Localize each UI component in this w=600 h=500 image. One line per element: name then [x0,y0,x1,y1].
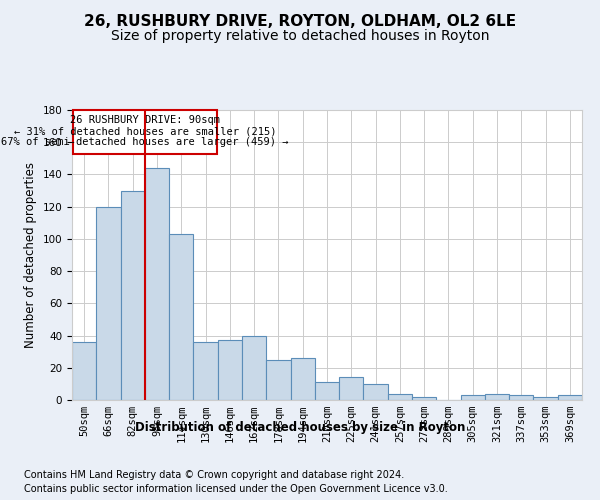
Bar [558,395,582,400]
Bar [266,360,290,400]
Bar [218,340,242,400]
Bar [461,395,485,400]
Bar [364,384,388,400]
Bar [290,358,315,400]
Bar [169,234,193,400]
Bar [339,378,364,400]
Text: 26 RUSHBURY DRIVE: 90sqm: 26 RUSHBURY DRIVE: 90sqm [70,115,220,125]
Bar [388,394,412,400]
Text: 26, RUSHBURY DRIVE, ROYTON, OLDHAM, OL2 6LE: 26, RUSHBURY DRIVE, ROYTON, OLDHAM, OL2 … [84,14,516,29]
Bar [72,342,96,400]
Text: Contains public sector information licensed under the Open Government Licence v3: Contains public sector information licen… [24,484,448,494]
Bar [533,397,558,400]
Text: 67% of semi-detached houses are larger (459) →: 67% of semi-detached houses are larger (… [1,138,289,147]
Bar [242,336,266,400]
Bar [509,395,533,400]
FancyBboxPatch shape [73,110,217,154]
Bar [193,342,218,400]
Text: Contains HM Land Registry data © Crown copyright and database right 2024.: Contains HM Land Registry data © Crown c… [24,470,404,480]
Bar [485,394,509,400]
Bar [96,206,121,400]
Text: ← 31% of detached houses are smaller (215): ← 31% of detached houses are smaller (21… [14,126,276,136]
Text: Size of property relative to detached houses in Royton: Size of property relative to detached ho… [111,29,489,43]
Bar [315,382,339,400]
Text: Distribution of detached houses by size in Royton: Distribution of detached houses by size … [135,421,465,434]
Bar [121,190,145,400]
Y-axis label: Number of detached properties: Number of detached properties [24,162,37,348]
Bar [412,397,436,400]
Bar [145,168,169,400]
